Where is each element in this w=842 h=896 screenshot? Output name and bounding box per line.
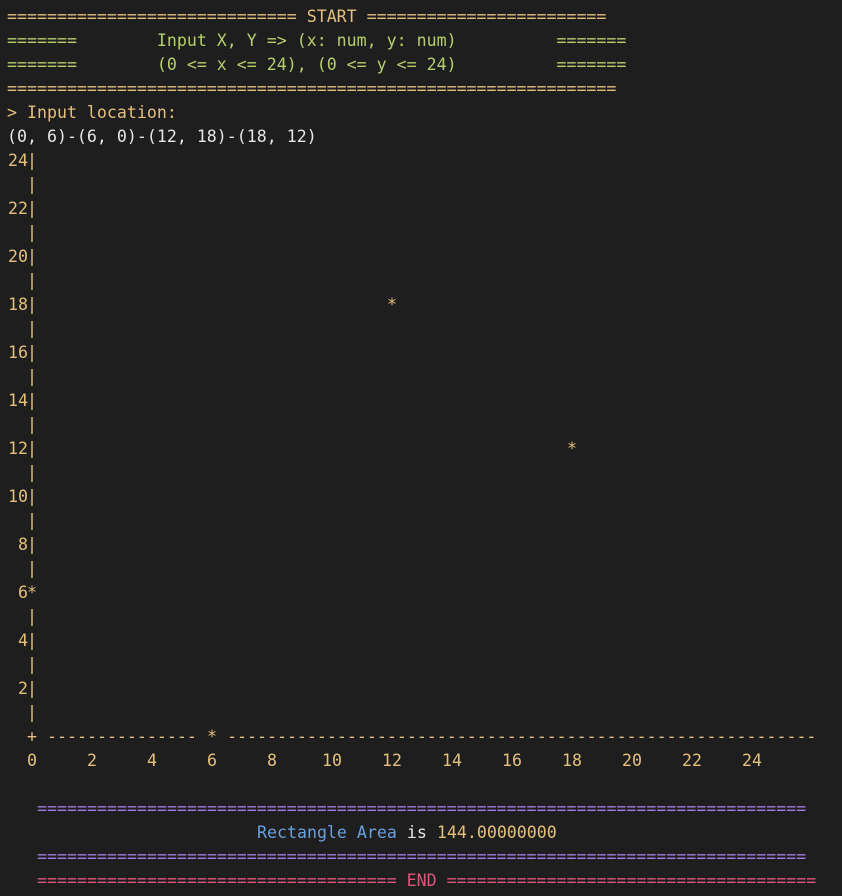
y-axis-segment: | [27, 487, 37, 506]
x-tick-label: 18 [562, 751, 582, 770]
result-label-is: is [406, 823, 427, 842]
x-tick-label: 20 [622, 751, 642, 770]
y-axis-segment: | [27, 679, 37, 698]
x-tick-label: 12 [382, 751, 402, 770]
y-tick-label: 24 [8, 151, 28, 170]
x-axis-left: --------------- [47, 727, 197, 746]
result-label-area: Area [356, 823, 397, 842]
x-tick-label: 6 [207, 751, 217, 770]
y-axis-segment: | [27, 655, 37, 674]
y-axis-segment: | [27, 343, 37, 362]
x-axis-right: ----------------------------------------… [227, 727, 817, 746]
y-tick-label: 4 [18, 631, 28, 650]
y-tick-label: 22 [8, 199, 28, 218]
x-tick-label: 10 [322, 751, 342, 770]
x-tick-label: 22 [682, 751, 702, 770]
y-axis-segment: | [27, 319, 37, 338]
end-rule-left: ==================================== [37, 871, 397, 890]
header-range-line: ======= (0 <= x <= 24), (0 <= y <= 24) =… [7, 55, 627, 74]
end-label: END [406, 871, 437, 890]
x-tick-label: 0 [27, 751, 37, 770]
input-prompt-label: > Input location: [7, 103, 177, 122]
y-axis-segment: | [27, 439, 37, 458]
y-tick-label: 14 [8, 391, 28, 410]
y-axis-segment: | [27, 463, 37, 482]
y-axis-segment: | [27, 631, 37, 650]
y-axis-segment: | [27, 295, 37, 314]
y-tick-label: 16 [8, 343, 28, 362]
header-top-rule: ============================= START ====… [7, 7, 607, 26]
y-axis-segment: | [27, 271, 37, 290]
y-tick-label: 10 [8, 487, 28, 506]
x-tick-label: 4 [147, 751, 157, 770]
y-axis-segment: | [27, 535, 37, 554]
y-axis-segment: | [27, 223, 37, 242]
result-label-rectangle: Rectangle [257, 823, 347, 842]
y-axis-segment: | [27, 199, 37, 218]
y-axis-segment: | [27, 151, 37, 170]
y-axis-segment: | [27, 703, 37, 722]
result-area-value: 144.00000000 [436, 823, 557, 842]
x-tick-label: 8 [267, 751, 277, 770]
point-marker: * [27, 583, 37, 602]
y-axis-segment: | [27, 511, 37, 530]
y-axis-segment: | [27, 175, 37, 194]
x-tick-label: 16 [502, 751, 522, 770]
y-axis-segment: | [27, 391, 37, 410]
y-tick-label: 8 [18, 535, 28, 554]
y-axis-segment: | [27, 559, 37, 578]
y-tick-label: 2 [18, 679, 28, 698]
y-tick-label: 18 [8, 295, 28, 314]
axis-origin: + [27, 727, 37, 746]
point-marker: * [387, 295, 397, 314]
x-tick-label: 2 [87, 751, 97, 770]
end-line: ==================================== END… [37, 869, 816, 893]
end-rule-right: ===================================== [446, 871, 817, 890]
input-location-value[interactable]: (0, 6)-(6, 0)-(12, 18)-(18, 12) [7, 127, 317, 146]
y-axis-segment: | [27, 607, 37, 626]
y-axis-segment: | [27, 247, 37, 266]
footer-rule-top: ========================================… [37, 799, 807, 818]
footer-rule-middle: ========================================… [37, 847, 807, 866]
header-bottom-rule: ========================================… [7, 79, 617, 98]
x-axis-point-marker: * [207, 727, 217, 746]
y-tick-label: 6 [18, 583, 28, 602]
y-axis-segment: | [27, 415, 37, 434]
x-tick-label: 14 [442, 751, 462, 770]
header-input-line: ======= Input X, Y => (x: num, y: num) =… [7, 31, 627, 50]
y-tick-label: 12 [8, 439, 28, 458]
x-tick-label: 24 [742, 751, 762, 770]
point-marker: * [567, 439, 577, 458]
y-axis-segment: | [27, 367, 37, 386]
y-tick-label: 20 [8, 247, 28, 266]
result-line: Rectangle Area is 144.00000000 [257, 821, 557, 845]
